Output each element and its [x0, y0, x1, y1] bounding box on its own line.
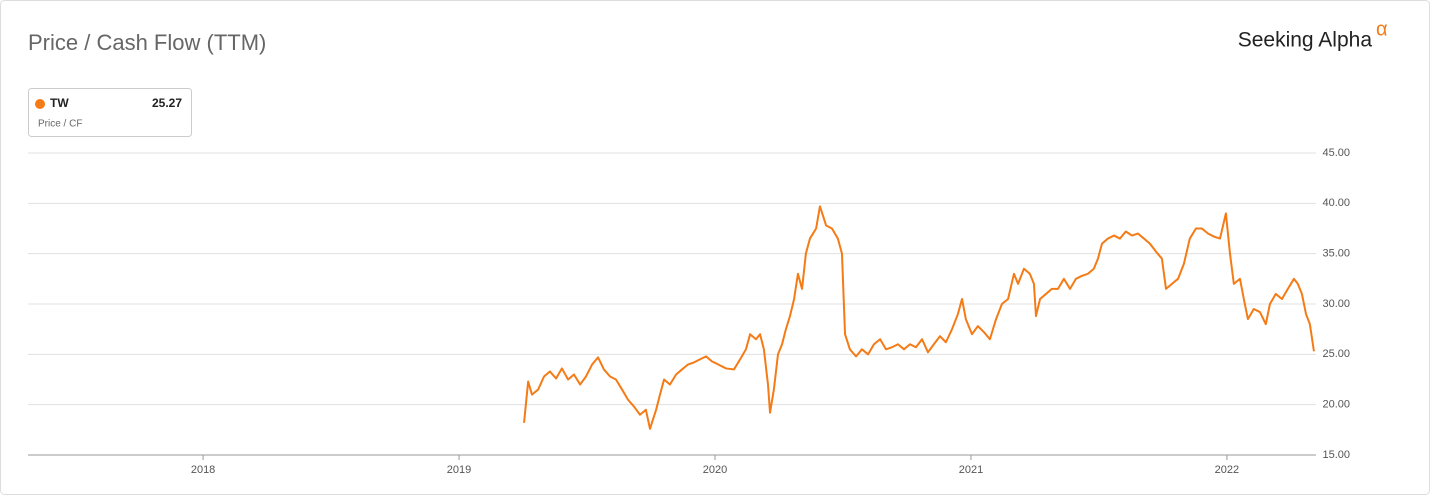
y-tick-label: 30.00	[1322, 298, 1350, 310]
legend-metric: Price / CF	[38, 119, 82, 130]
legend-value: 25.27	[152, 96, 182, 110]
y-tick-label: 45.00	[1322, 147, 1350, 159]
brand: Seeking Alpha	[1238, 29, 1373, 52]
y-tick-label: 20.00	[1322, 399, 1350, 411]
y-tick-label: 15.00	[1322, 449, 1350, 461]
x-tick-label: 2019	[447, 464, 471, 476]
chart-title: Price / Cash Flow (TTM)	[28, 30, 266, 55]
legend-label: TW	[50, 96, 69, 110]
y-tick-label: 35.00	[1322, 248, 1350, 260]
legend	[28, 88, 192, 137]
x-tick-label: 2018	[191, 464, 215, 476]
brand-mark: α	[1376, 18, 1388, 40]
x-tick-label: 2021	[959, 464, 983, 476]
legend-swatch	[35, 99, 45, 109]
series-line	[523, 205, 1315, 430]
y-tick-label: 25.00	[1322, 348, 1350, 360]
y-tick-label: 40.00	[1322, 197, 1350, 209]
x-tick-label: 2022	[1215, 464, 1239, 476]
x-tick-label: 2020	[703, 464, 727, 476]
